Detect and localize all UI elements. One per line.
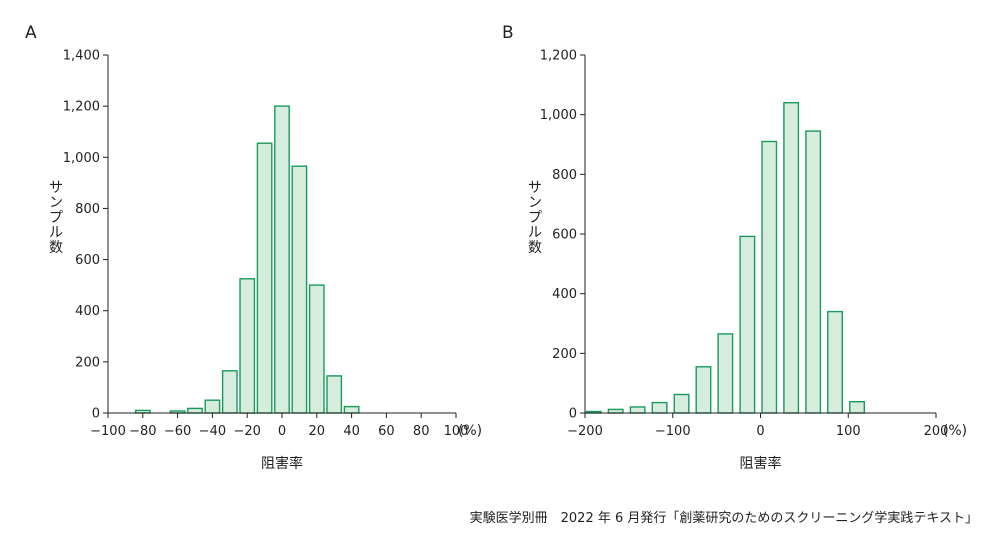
panel-b-bar [651,401,668,414]
panel-b-x-tick-label: 100 [836,424,861,439]
panel-a-y-tick-label: 1,000 [63,151,100,166]
panel-a-bar [291,165,308,414]
panel-a-y-tick-label: 0 [92,407,100,422]
panel-a-x-tick-label: −40 [199,424,226,439]
panel-b-y-tick-label: 800 [552,168,577,183]
panel-b-y-tick-label: 400 [552,287,577,302]
panel-a-y-axis-label: サンプル数 [49,180,63,256]
panel-a-x-tick-label: −80 [129,424,156,439]
panel-a-x-tick-label: 60 [378,424,395,439]
panel-a-y-tick-label: 400 [75,304,100,319]
panel-a-x-tick-label: 100 [444,424,469,439]
panel-a-x-tick-label: −100 [90,424,126,439]
panel-b-bar [739,235,756,414]
panel-b-x-tick-label: −100 [655,424,691,439]
panel-a-bar [308,284,325,414]
panel-b-bar [849,401,865,414]
panel-a-bar [221,370,238,414]
panel-b-y-tick-label: 1,000 [540,108,577,123]
panel-b-x-tick-label: −200 [567,424,603,439]
panel-b-bar [827,310,843,414]
panel-b-y-tick-label: 200 [552,347,577,362]
panel-a-y-tick-label: 1,200 [63,100,100,115]
panel-b-y-tick-label: 0 [569,407,577,422]
panel-a-x-tick-label: 0 [278,424,286,439]
source-citation: 実験医学別冊 2022 年 6 月発行「創薬研究のためのスクリーニング学実践テキ… [469,511,978,526]
panel-a-y-tick-label: 600 [75,253,100,268]
panel-a-bar [187,407,203,414]
panel-a-x-tick-label: 20 [309,424,326,439]
panel-a-label: A [25,23,37,43]
panel-b-y-axis-label: サンプル数 [528,180,542,256]
panel-b-bar [607,408,624,414]
panel-b-x-tick-label: 200 [924,424,949,439]
panel-a-x-unit: (%) [458,423,482,439]
panel-a-x-tick-label: −60 [164,424,191,439]
panel-a-y-tick-label: 800 [75,202,100,217]
panel-a-x-tick-label: 80 [413,424,430,439]
panel-b-bar [805,130,822,414]
panel-a-bar [343,405,360,414]
panel-a-bar [326,375,343,414]
panel-b-bar [761,140,778,414]
panel-b-bar [673,393,690,414]
panel-a-bar [204,399,221,414]
panel-b-bar [629,406,646,414]
panel-b-x-tick-label: 0 [756,424,764,439]
panel-a-y-tick-label: 200 [75,355,100,370]
panel-a-x-axis-label: 阻害率 [261,455,303,472]
panel-a-bar [239,278,256,414]
panel-b-bar [695,366,712,414]
panel-b-y-tick-label: 1,200 [540,49,577,64]
panel-a-bar [256,142,273,414]
panel-b-bar [783,101,800,414]
panel-a-bar [274,105,290,414]
panel-a-x-tick-label: 40 [343,424,360,439]
panel-a-y-tick-label: 1,400 [63,49,100,64]
panel-a-x-tick-label: −20 [233,424,260,439]
panel-b-label: B [502,23,514,43]
panel-b-x-unit: (%) [943,423,967,439]
panel-b-y-tick-label: 600 [552,228,577,243]
panel-b-x-axis-label: 阻害率 [740,455,782,472]
panel-b-bar [717,333,734,414]
